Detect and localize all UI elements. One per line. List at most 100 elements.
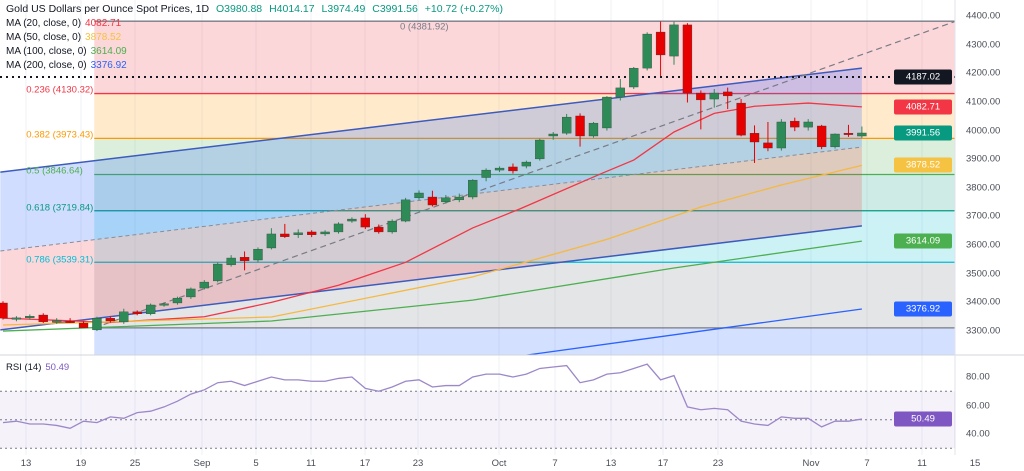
candle-body [830, 133, 840, 148]
fib-zone [94, 21, 955, 94]
candle-bullish [186, 287, 196, 299]
candle-body [642, 33, 652, 69]
price-axis-label: 3400.00 [966, 296, 1001, 308]
symbol-title: Gold US Dollars per Ounce Spot Prices, 1… [6, 3, 210, 15]
rsi-value-tag: 50.49 [894, 411, 952, 427]
candle-body [387, 220, 397, 233]
candle-bullish [615, 79, 625, 101]
date-axis-label: 7 [864, 458, 870, 469]
fib-label: 0.382 (3973.43) [26, 129, 94, 141]
candle-body [400, 199, 411, 222]
candle-body [816, 125, 827, 148]
channel-lower-line [0, 225, 862, 331]
fib-zone [94, 174, 955, 211]
candle-bullish [400, 197, 411, 223]
candle-body [374, 226, 384, 233]
legend-ma200[interactable]: MA (200, close, 0) 3376.92 [6, 60, 127, 71]
candle-body [213, 263, 223, 282]
rsi-legend[interactable]: RSI (14) 50.49 [6, 362, 69, 373]
fib-zone [94, 138, 955, 175]
candle-body [682, 24, 693, 94]
candle-body [333, 223, 344, 233]
candle-body [199, 281, 209, 289]
main-pane [0, 20, 955, 355]
candle-body [454, 196, 464, 201]
candle-bearish [575, 113, 585, 147]
candle-body [280, 233, 290, 237]
rsi-axis-label: 80.00 [966, 371, 990, 383]
candle-body [857, 132, 867, 137]
candle-bearish [790, 117, 800, 132]
candle-body [360, 217, 370, 228]
date-axis-label: 11 [917, 458, 927, 469]
candle-body [253, 248, 263, 261]
candle-body [696, 92, 706, 101]
candle-bullish [857, 126, 867, 138]
candle-body [307, 231, 317, 235]
fib-label: 0.5 (3846.64) [26, 165, 83, 177]
candle-body [172, 297, 183, 304]
date-axis-label: 5 [253, 458, 259, 469]
candle-bearish [239, 251, 250, 271]
candle-bearish [0, 301, 8, 320]
candle-bearish [696, 90, 706, 130]
candle-body [25, 315, 35, 319]
candle-bearish [816, 124, 827, 150]
channel-upper-fill [0, 68, 862, 251]
date-axis-label: 13 [605, 458, 617, 469]
ohlc-open: O3980.88 [216, 3, 263, 15]
candle-bullish [320, 230, 330, 236]
ohlc-low: L3974.49 [321, 3, 366, 15]
legend-ma50[interactable]: MA (50, close, 0) 3878.52 [6, 32, 122, 43]
candle-body [78, 322, 89, 329]
fib-label: 0.786 (3539.31) [26, 254, 94, 265]
candle-bearish [723, 87, 733, 110]
price-axis-label: 3500.00 [966, 268, 1001, 280]
candle-bullish [803, 119, 813, 131]
candle-bullish [561, 113, 572, 135]
candle-bearish [508, 163, 518, 174]
candle-body [736, 102, 746, 136]
date-axis-label: 25 [129, 458, 141, 469]
rsi-axis-label: 60.00 [966, 400, 990, 411]
ma-line-ma200 [526, 308, 862, 355]
price-axis-label: 3700.00 [966, 210, 1001, 222]
candle-bullish [709, 89, 719, 108]
candle-body [293, 232, 303, 235]
candle-body [763, 142, 773, 149]
candle-body [669, 24, 679, 57]
ma-line-ma100 [2, 240, 862, 332]
candle-body [468, 179, 478, 198]
candle-body [749, 132, 760, 143]
legend-ma100[interactable]: MA (100, close, 0) 3614.09 [6, 46, 127, 57]
channel-lower-fill [0, 147, 862, 330]
candle-bearish [132, 310, 142, 316]
candle-body [602, 96, 612, 129]
ohlc-change: +10.72 (+0.27%) [424, 3, 503, 15]
candle-body [11, 317, 22, 320]
fib-zone [94, 210, 955, 263]
candle-bullish [145, 303, 156, 316]
rsi-label: RSI (14) [6, 362, 42, 373]
date-axis-label: 13 [20, 458, 32, 469]
candle-bullish [266, 228, 277, 250]
candle-body [266, 233, 277, 249]
candle-bullish [548, 131, 558, 140]
candle-body [119, 311, 129, 323]
candle-bearish [65, 318, 75, 324]
price-tag: 3878.52 [894, 157, 952, 173]
candle-body [65, 321, 75, 323]
candle-body [347, 218, 357, 222]
candle-bullish [642, 32, 652, 71]
candle-body [723, 91, 733, 97]
candle-body [105, 318, 116, 322]
candle-body [494, 167, 505, 171]
candle-bullish [253, 247, 263, 263]
legend-ma20[interactable]: MA (20, close, 0) 4082.71 [6, 18, 122, 29]
fib-zone [94, 262, 955, 328]
price-axis-label: 4300.00 [966, 39, 1001, 51]
price-axis-label: 4000.00 [966, 125, 1001, 137]
candle-bullish [11, 316, 22, 322]
fib-label: 0.618 (3719.84) [26, 202, 94, 214]
